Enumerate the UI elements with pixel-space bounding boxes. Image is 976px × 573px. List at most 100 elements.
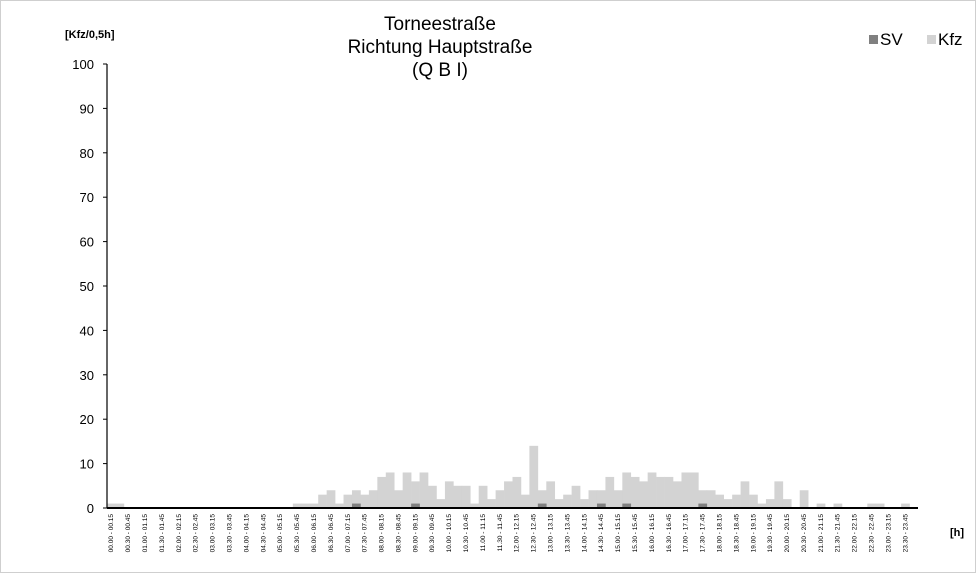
bar-kfz <box>529 445 539 508</box>
bar-kfz <box>343 494 353 508</box>
x-tick-label: 01.00 - 01.15 <box>142 514 149 553</box>
chart-title-line-1: Torneestraße <box>384 14 496 35</box>
bar-kfz <box>571 485 581 508</box>
x-tick-label: 10.30 - 10.45 <box>463 514 470 553</box>
bar-kfz <box>664 476 674 508</box>
y-tick-label: 90 <box>80 101 94 116</box>
bar-kfz <box>732 494 741 508</box>
x-tick-label: 08.00 - 08.15 <box>379 514 386 553</box>
bar-sv <box>411 503 420 508</box>
legend: SV Kfz <box>869 30 963 49</box>
bar-kfz <box>444 481 454 508</box>
bar-kfz <box>563 494 572 508</box>
bar-kfz <box>875 503 885 508</box>
x-tick-label: 08.30 - 08.45 <box>395 514 402 553</box>
x-tick-label: 07.00 - 07.15 <box>345 514 352 553</box>
x-tick-label: 05.00 - 05.15 <box>277 514 284 553</box>
y-tick-label: 70 <box>80 190 94 205</box>
bar-kfz <box>537 490 547 508</box>
x-tick-label: 13.30 - 13.45 <box>564 514 571 553</box>
bar-kfz <box>673 481 682 508</box>
bar-kfz <box>419 472 429 508</box>
bar-kfz <box>596 490 606 508</box>
x-tick-label: 03.00 - 03.15 <box>210 514 217 553</box>
x-tick-label: 22.00 - 22.15 <box>852 514 859 553</box>
bar-kfz <box>647 472 657 508</box>
chart-title: Torneestraße Richtung Hauptstraße (Q B I… <box>348 14 533 81</box>
bar-sv <box>351 503 361 508</box>
bar-kfz <box>639 481 648 508</box>
axes <box>106 64 918 509</box>
bar-kfz <box>495 490 505 508</box>
bar-kfz <box>774 481 784 508</box>
bar-kfz <box>301 503 311 508</box>
x-tick-label: 09.00 - 09.15 <box>412 514 419 553</box>
bar-sv <box>622 503 632 508</box>
bar-kfz <box>453 485 463 508</box>
y-axis-unit-label: [Kfz/0,5h] <box>65 29 115 41</box>
bar-kfz <box>487 499 496 508</box>
bar-kfz <box>326 490 336 508</box>
chart-title-line-2: Richtung Hauptstraße <box>348 37 533 58</box>
x-tick-label: 20.00 - 20.15 <box>784 514 791 553</box>
bar-kfz <box>580 499 589 508</box>
bar-kfz <box>351 490 361 508</box>
bar-kfz <box>740 481 750 508</box>
bar-kfz <box>782 499 792 508</box>
bar-kfz <box>512 476 522 508</box>
bar-kfz <box>318 494 327 508</box>
bar-kfz <box>436 499 446 508</box>
y-tick-label: 50 <box>80 279 94 294</box>
x-tick-label: 06.30 - 06.45 <box>328 514 335 553</box>
x-tick-label: 21.00 - 21.15 <box>818 514 825 553</box>
x-tick-label: 00.00 - 00.15 <box>108 514 115 553</box>
bar-kfz <box>605 476 615 508</box>
x-tick-label: 13.00 - 13.15 <box>548 514 555 553</box>
x-tick-label: 04.30 - 04.45 <box>260 514 267 553</box>
bar-kfz <box>368 490 378 508</box>
y-tick-label: 80 <box>80 146 94 161</box>
x-tick-label: 16.30 - 16.45 <box>666 514 673 553</box>
legend-label-kfz: Kfz <box>938 30 963 49</box>
bars <box>107 445 910 508</box>
x-tick-label: 15.30 - 15.45 <box>632 514 639 553</box>
bar-kfz <box>901 503 910 508</box>
x-tick-label: 00.30 - 00.45 <box>125 514 132 553</box>
legend-swatch-sv <box>869 35 878 44</box>
bar-kfz <box>706 490 716 508</box>
y-tick-label: 100 <box>72 57 94 72</box>
bar-kfz <box>765 499 775 508</box>
bar-kfz <box>757 503 767 508</box>
bar-kfz <box>630 476 640 508</box>
x-tick-label: 07.30 - 07.45 <box>362 514 369 553</box>
bar-kfz <box>107 503 116 508</box>
bar-kfz <box>428 485 437 508</box>
bar-kfz <box>478 485 488 508</box>
chart-title-line-3: (Q B I) <box>412 60 468 81</box>
x-tick-label: 19.00 - 19.15 <box>750 514 757 553</box>
bar-kfz <box>335 503 344 508</box>
x-tick-label: 06.00 - 06.15 <box>311 514 318 553</box>
bar-kfz <box>816 503 826 508</box>
y-axis-ticks: 0 10 20 30 40 50 60 70 80 90 100 <box>72 57 107 516</box>
bar-kfz <box>402 472 412 508</box>
x-tick-label: 01.30 - 01.45 <box>159 514 166 553</box>
x-axis-unit-label: [h] <box>950 527 964 539</box>
bar-kfz <box>411 481 420 508</box>
legend-label-sv: SV <box>880 30 903 49</box>
x-axis-ticks: 00.00 - 00.15 00.30 - 00.45 01.00 - 01.15 0… <box>108 514 909 553</box>
bar-kfz <box>292 503 302 508</box>
x-tick-label: 16.00 - 16.15 <box>649 514 656 553</box>
bar-kfz <box>681 472 691 508</box>
x-tick-label: 05.30 - 05.45 <box>294 514 301 553</box>
x-tick-label: 11.30 - 11.45 <box>497 514 504 552</box>
x-tick-label: 02.30 - 02.45 <box>193 514 200 553</box>
y-tick-label: 30 <box>80 368 94 383</box>
x-tick-label: 17.00 - 17.15 <box>683 514 690 553</box>
x-tick-label: 02.00 - 02.15 <box>176 514 183 553</box>
bar-kfz <box>554 499 564 508</box>
x-tick-label: 04.00 - 04.15 <box>243 514 250 553</box>
x-tick-label: 14.00 - 14.15 <box>581 514 588 553</box>
